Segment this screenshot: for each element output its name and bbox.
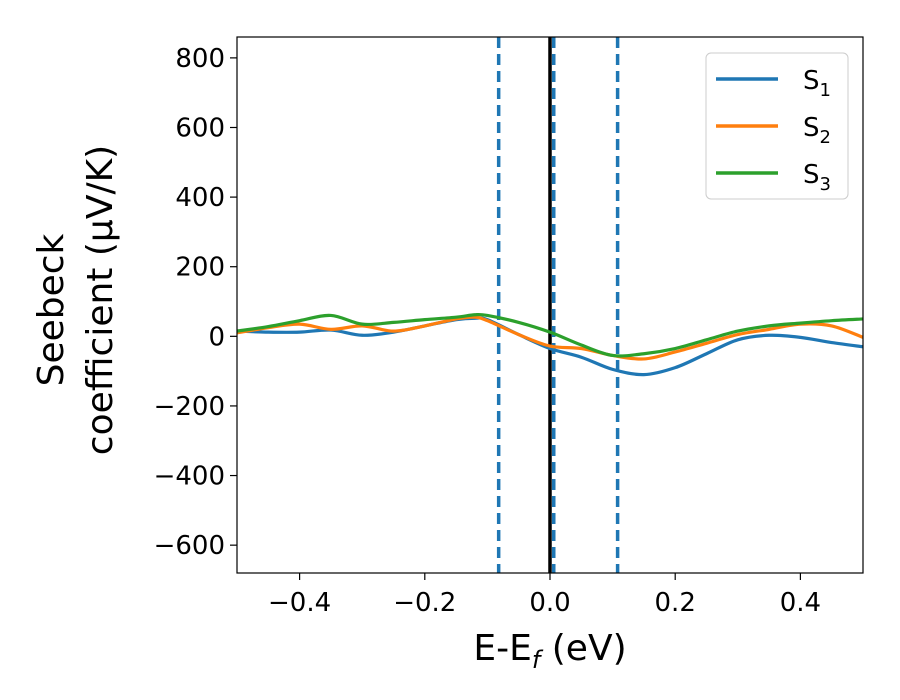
legend-label-s2: S2 (803, 113, 831, 148)
x-axis-title: E-Ef (eV) (473, 628, 626, 674)
reference-lines (496, 37, 620, 573)
x-tick-label: 0.0 (529, 588, 570, 618)
x-tick-label: −0.4 (268, 588, 331, 618)
x-tick-label: 0.4 (780, 588, 821, 618)
series-line-s3 (237, 312, 863, 358)
y-axis-title-line2: coefficient (μV/K) (80, 145, 121, 455)
y-tick-label: 800 (175, 44, 225, 74)
y-tick-label: 600 (175, 113, 225, 143)
series-lines (237, 312, 863, 377)
y-axis-ticks: −600 −400 −200 0 200 400 600 800 (154, 44, 237, 561)
y-tick-label: 0 (208, 322, 225, 352)
y-tick-label: 400 (175, 183, 225, 213)
x-axis-title-main: E-E (473, 628, 531, 669)
x-axis-ticks: −0.4 −0.2 0.0 0.2 0.4 (268, 573, 821, 618)
x-tick-label: −0.2 (393, 588, 456, 618)
legend-label-s1: S1 (803, 66, 831, 101)
legend: S1 S2 S3 (705, 52, 849, 200)
series-line-s2 (237, 315, 863, 361)
y-tick-label: −600 (154, 531, 225, 561)
y-tick-label: −200 (154, 392, 225, 422)
y-tick-label: −400 (154, 462, 225, 492)
y-axis-title-line1: Seebeck (31, 233, 72, 386)
y-tick-label: 200 (175, 253, 225, 283)
x-axis-title-unit: (eV) (540, 628, 626, 669)
x-tick-label: 0.2 (655, 588, 696, 618)
legend-label-s3: S3 (803, 160, 831, 195)
